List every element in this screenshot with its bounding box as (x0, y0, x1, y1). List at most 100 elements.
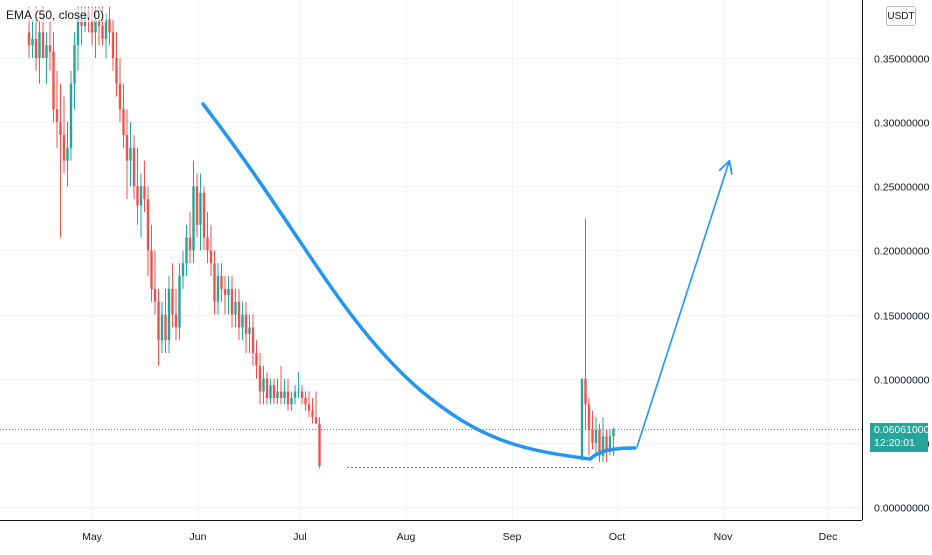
currency-badge[interactable]: USDT (886, 6, 916, 26)
candle-body (286, 391, 290, 405)
candle-body (125, 134, 129, 161)
candle-body (279, 391, 283, 398)
candle-body (143, 186, 146, 200)
candle-body (146, 199, 150, 251)
y-tick-label: 0.10000000 (874, 375, 930, 387)
y-tick-label: 0.30000000 (874, 118, 930, 130)
candle-body (132, 147, 136, 187)
candle-body (185, 237, 188, 264)
candle-body (199, 192, 202, 225)
candle-body (115, 58, 118, 84)
candle-body (283, 391, 286, 398)
x-tick-label: Jul (293, 531, 306, 543)
candle-body (258, 365, 262, 392)
drawing-layer[interactable] (0, 102, 862, 468)
last-price-value: 0.06061000 (874, 424, 930, 436)
candle-body (38, 32, 41, 58)
candle-body (62, 134, 66, 161)
candle-body (244, 314, 248, 334)
candle-body (237, 301, 241, 328)
y-tick-label: 0.35000000 (874, 54, 930, 66)
candle-body (300, 391, 304, 398)
candle-body (269, 385, 272, 398)
candle-body (160, 314, 164, 341)
candle-body (122, 109, 125, 135)
candle-body (307, 404, 311, 411)
candle-body (73, 45, 76, 84)
candle-body (290, 397, 293, 405)
grid-layer (0, 0, 862, 520)
candle-body (101, 25, 104, 39)
candle-body (136, 186, 139, 206)
candle-body (220, 276, 223, 289)
candle-body (27, 32, 31, 46)
y-tick-label: 0.00000000 (874, 503, 930, 515)
last-price-tag: 0.06061000 12:20:01 (870, 423, 930, 452)
candle-body (230, 288, 234, 315)
candle-body (605, 436, 608, 450)
candle-body (69, 83, 73, 148)
candle-body (594, 430, 598, 443)
candle-body (591, 430, 594, 443)
x-tick-label: Jun (190, 531, 207, 543)
candle-body (174, 314, 178, 328)
candle-body (251, 327, 255, 354)
candle-body (580, 378, 584, 459)
candle-body (157, 301, 160, 341)
candle-body (272, 385, 276, 398)
candle-body (223, 288, 227, 296)
indicator-legend[interactable]: EMA (50, close, 0) (4, 8, 107, 22)
candle-body (181, 263, 185, 277)
candle-body (262, 378, 265, 392)
candle-body (94, 19, 97, 33)
candle-body (234, 301, 237, 315)
candle-body (587, 404, 591, 431)
candle-body (66, 147, 69, 161)
candle-body (598, 430, 601, 456)
candle-body (178, 276, 181, 328)
candle-body (195, 186, 199, 225)
candle-body (97, 19, 101, 26)
candle-body (55, 109, 59, 123)
candle-body (206, 237, 209, 251)
rebound-arrow-drawing[interactable] (636, 162, 729, 448)
candle-body (213, 263, 216, 302)
candle-body (314, 417, 318, 424)
candle-body (164, 314, 167, 341)
x-tick-label: Dec (819, 531, 838, 543)
x-tick-label: Oct (609, 531, 625, 543)
candle-body (265, 378, 269, 398)
candle-body (118, 83, 122, 110)
y-tick-label: 0.25000000 (874, 182, 930, 194)
x-tick-label: May (82, 531, 103, 543)
candle-body (248, 327, 251, 334)
candle-body (139, 186, 143, 206)
x-tick-label: Aug (397, 531, 416, 543)
candle-body (41, 32, 45, 58)
x-tick-label: Sep (503, 531, 522, 543)
x-tick-layer: May Jun Jul Aug Sep Oct Nov Dec (82, 531, 837, 543)
candle-body (76, 19, 80, 46)
candle-body (601, 436, 605, 456)
candle-body (584, 378, 587, 405)
candle-body (241, 314, 244, 328)
candle-body (202, 192, 206, 238)
bar-countdown: 12:20:01 (874, 437, 915, 449)
candle-body (216, 276, 220, 302)
candle-body (311, 410, 314, 418)
candle-body (150, 250, 153, 289)
ema-curve-drawing[interactable] (201, 102, 637, 461)
candle-body (297, 391, 300, 393)
candle-body (608, 436, 612, 450)
candle-body (52, 51, 55, 110)
candle-body (45, 45, 48, 58)
candle-body (111, 32, 115, 58)
y-tick-label: 0.20000000 (874, 246, 930, 258)
candle-body (90, 19, 94, 33)
candle-body (171, 288, 174, 315)
candle-body (188, 237, 192, 251)
candle-body (209, 250, 213, 264)
x-tick-label: Nov (714, 531, 733, 543)
